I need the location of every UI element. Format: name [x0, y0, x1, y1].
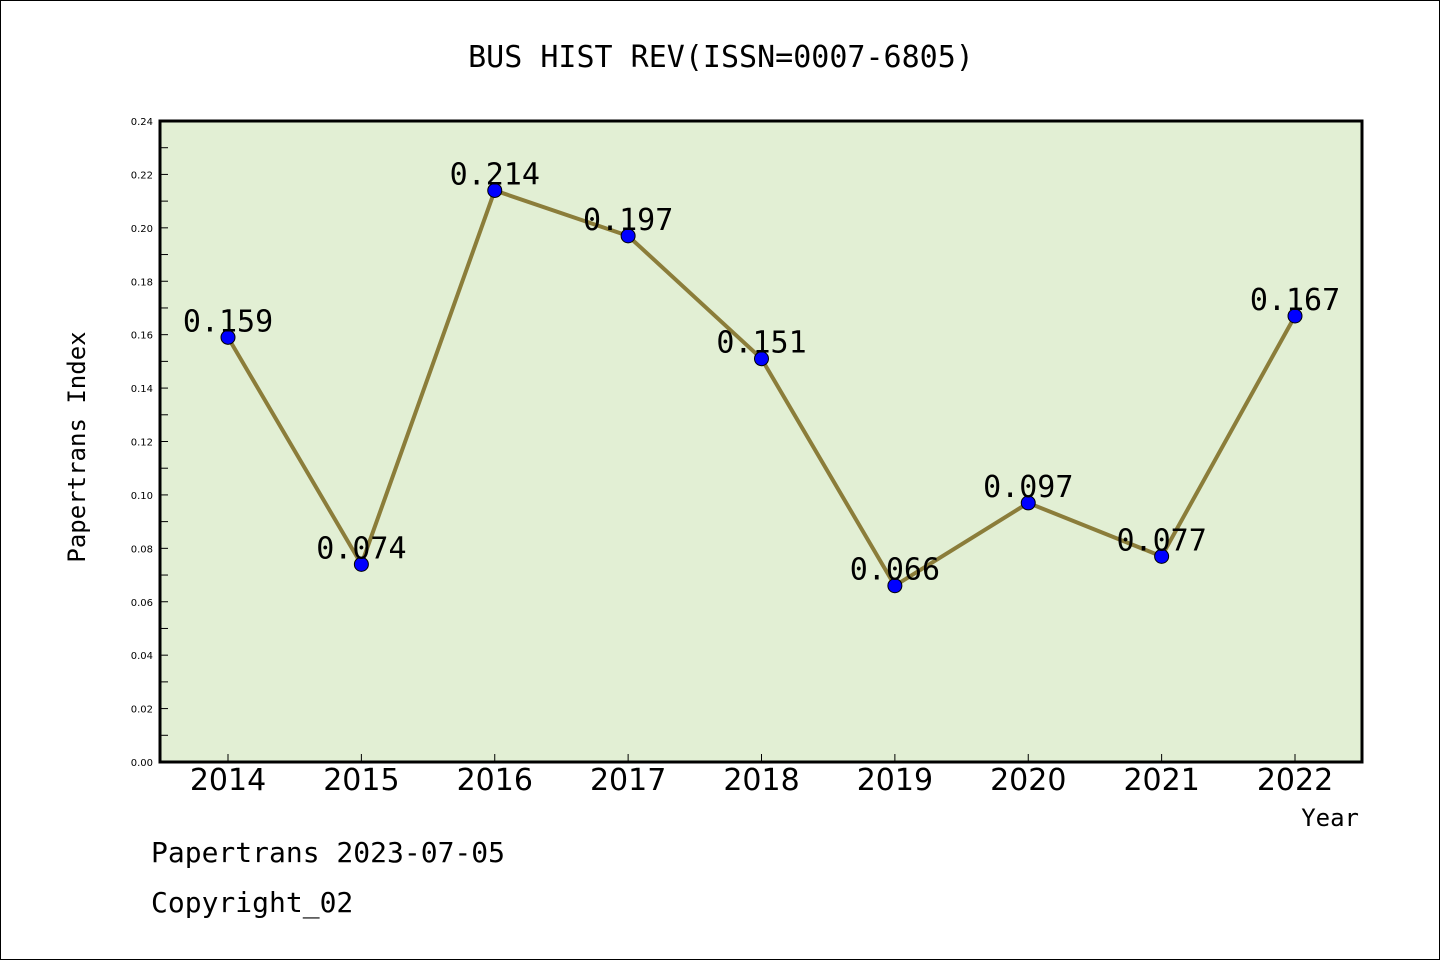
y-tick-label: 0.14 [131, 384, 153, 395]
data-point [1154, 548, 1170, 564]
data-point [220, 329, 236, 345]
x-axis-label: Year [1301, 804, 1359, 832]
footer-date: Papertrans 2023-07-05 [151, 836, 506, 869]
x-tick-label: 2019 [857, 763, 933, 798]
y-tick-label: 0.18 [131, 277, 153, 288]
y-axis-label: Papertrans Index [63, 331, 91, 562]
x-tick-label: 2016 [457, 763, 533, 798]
y-tick-label: 0.10 [131, 491, 153, 502]
data-point [353, 556, 369, 572]
y-tick-label: 0.20 [131, 224, 153, 235]
data-label: 0.159 [183, 304, 273, 339]
x-axis: 2014 2015 2016 2017 2018 2019 2020 2021 2022 [190, 754, 1333, 798]
x-tick-label: 2022 [1257, 763, 1333, 798]
x-tick-label: 2015 [323, 763, 399, 798]
y-tick-label: 0.02 [131, 705, 153, 716]
y-tick-label: 0.06 [131, 598, 153, 609]
y-tick-label: 0.22 [131, 170, 153, 181]
data-point [1020, 495, 1036, 511]
data-label: 0.151 [716, 326, 806, 361]
chart-title: BUS HIST REV(ISSN=0007-6805) [468, 40, 974, 75]
data-label: 0.214 [450, 157, 540, 192]
data-point [487, 182, 503, 198]
y-tick-label: 0.16 [131, 331, 153, 342]
data-label: 0.197 [583, 203, 673, 238]
data-label: 0.167 [1250, 283, 1340, 318]
x-tick-label: 2021 [1123, 763, 1199, 798]
x-tick-label: 2020 [990, 763, 1066, 798]
data-labels: 0.159 0.074 0.214 0.197 0.151 0.066 0.097 0.077… [183, 157, 1340, 587]
footer-copyright: Copyright_02 [151, 886, 354, 919]
plot-area [158, 119, 1364, 764]
data-point [1287, 308, 1303, 324]
data-label: 0.097 [983, 470, 1073, 505]
data-label: 0.066 [850, 553, 940, 588]
data-point [620, 228, 636, 244]
y-tick-label: 0.04 [131, 651, 153, 662]
y-tick-label: 0.24 [131, 117, 153, 128]
y-tick-label: 0.12 [131, 438, 153, 449]
x-tick-label: 2018 [723, 763, 799, 798]
x-tick-label: 2014 [190, 763, 266, 798]
y-tick-label: 0.00 [131, 758, 153, 769]
y-axis: 0.00 0.02 0.04 0.06 0.08 0.10 0.12 0.14 0.16 0.18… [131, 117, 168, 769]
data-label: 0.074 [316, 531, 406, 566]
y-tick-label: 0.08 [131, 544, 153, 555]
data-points [220, 182, 1303, 594]
data-point [887, 578, 903, 594]
x-tick-label: 2017 [590, 763, 666, 798]
data-point [754, 351, 769, 367]
data-label: 0.077 [1116, 523, 1206, 558]
